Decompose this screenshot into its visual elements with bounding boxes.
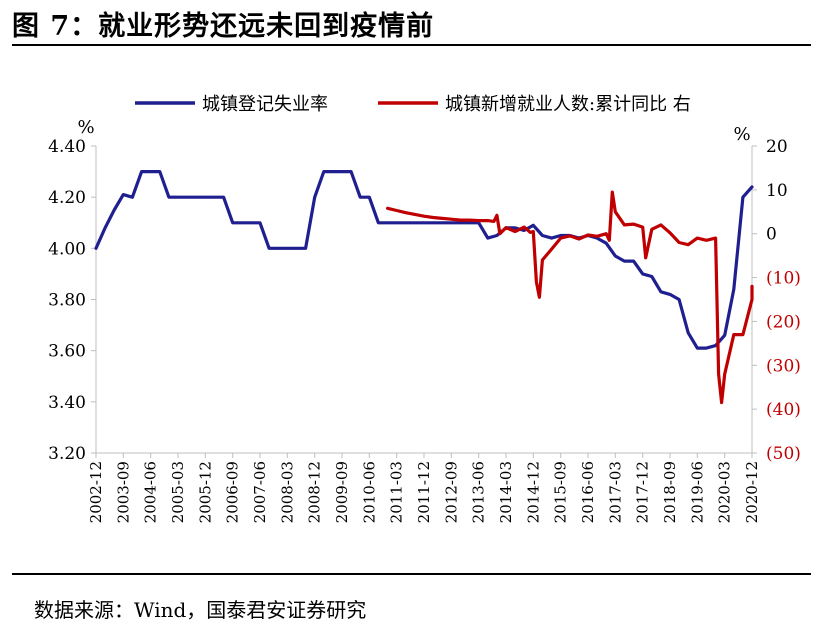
x-tick-label: 2014-12 bbox=[524, 461, 542, 523]
x-tick-label: 2003-09 bbox=[114, 461, 132, 523]
chart-axes bbox=[95, 146, 753, 454]
x-tick-label: 2009-09 bbox=[333, 461, 351, 523]
x-tick-label: 2006-09 bbox=[224, 461, 242, 523]
right-tick-label: (40) bbox=[766, 400, 801, 420]
left-axis-unit: % bbox=[77, 117, 94, 138]
right-axis-unit: % bbox=[733, 124, 750, 145]
left-tick-label: 4.40 bbox=[48, 137, 86, 157]
left-tick-label: 4.20 bbox=[48, 188, 86, 208]
right-tick-label: (30) bbox=[766, 356, 801, 376]
x-tick-label: 2005-12 bbox=[196, 461, 214, 523]
right-tick-label: (20) bbox=[766, 312, 801, 332]
x-tick-label: 2002-12 bbox=[87, 461, 105, 523]
source-rule bbox=[12, 573, 811, 575]
left-tick-label: 3.60 bbox=[48, 342, 86, 362]
left-tick-label: 3.20 bbox=[48, 444, 86, 464]
right-tick-label: 20 bbox=[766, 137, 788, 157]
title-rule bbox=[12, 44, 811, 46]
series-line-unemployment bbox=[94, 170, 754, 350]
left-axis-ticks: 3.20 3.40 3.60 3.80 4.00 4.20 4.40 bbox=[48, 137, 96, 464]
right-tick-label: 0 bbox=[766, 225, 777, 245]
left-tick-label: 3.80 bbox=[48, 291, 86, 311]
x-tick-label: 2008-03 bbox=[278, 461, 296, 523]
legend-label-unemployment: 城镇登记失业率 bbox=[202, 94, 328, 115]
x-tick-label: 2019-06 bbox=[688, 461, 706, 523]
x-tick-label: 2020-12 bbox=[743, 461, 761, 523]
x-tick-label: 2011-12 bbox=[415, 461, 433, 523]
x-tick-label: 2014-03 bbox=[497, 461, 515, 523]
right-tick-label: (50) bbox=[766, 444, 801, 464]
x-tick-label: 2007-06 bbox=[251, 461, 269, 523]
left-tick-label: 4.00 bbox=[48, 239, 86, 259]
right-axis-ticks: (50) (40) (30) (20) (10) 0 10 20 bbox=[752, 137, 801, 464]
x-axis-ticks: 2002-12 2003-09 2004-06 2005-03 2005-12 2006-… bbox=[87, 453, 761, 523]
data-source: 数据来源：Wind，国泰君安证券研究 bbox=[34, 598, 367, 622]
x-tick-label: 2017-12 bbox=[634, 461, 652, 523]
x-tick-label: 2017-03 bbox=[606, 461, 624, 523]
x-tick-label: 2012-09 bbox=[442, 461, 460, 523]
x-tick-label: 2015-09 bbox=[552, 461, 570, 523]
series-line-new-jobs bbox=[386, 190, 754, 405]
plot-area bbox=[94, 170, 754, 405]
x-tick-label: 2018-09 bbox=[661, 461, 679, 523]
x-tick-label: 2010-06 bbox=[360, 461, 378, 523]
x-tick-label: 2016-06 bbox=[579, 461, 597, 523]
x-tick-label: 2011-03 bbox=[388, 461, 406, 523]
x-tick-label: 2005-03 bbox=[169, 461, 187, 523]
figure-title: 图 7：就业形势还远未回到疫情前 bbox=[12, 11, 435, 42]
x-tick-label: 2013-06 bbox=[470, 461, 488, 523]
left-tick-label: 3.40 bbox=[48, 393, 86, 413]
x-tick-label: 2008-12 bbox=[306, 461, 324, 523]
x-tick-label: 2020-03 bbox=[716, 461, 734, 523]
right-tick-label: (10) bbox=[766, 269, 801, 289]
right-tick-label: 10 bbox=[766, 181, 788, 201]
chart-legend: 城镇登记失业率 城镇新增就业人数:累计同比 右 bbox=[135, 94, 691, 115]
x-tick-label: 2004-06 bbox=[142, 461, 160, 523]
line-chart: 城镇登记失业率 城镇新增就业人数:累计同比 右 % % 3.20 3.40 3.60… bbox=[48, 94, 801, 523]
legend-label-new-jobs: 城镇新增就业人数:累计同比 右 bbox=[445, 94, 691, 115]
